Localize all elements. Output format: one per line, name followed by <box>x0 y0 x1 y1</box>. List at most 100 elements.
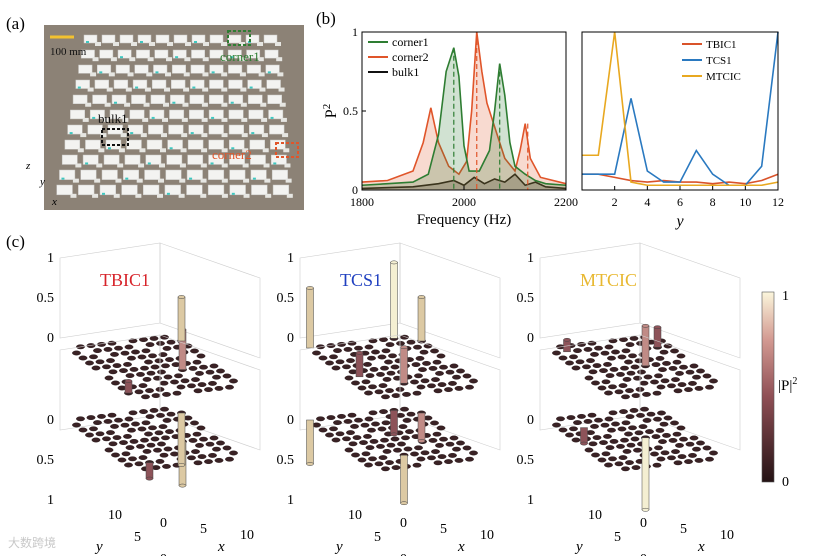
lattice-site <box>191 449 200 454</box>
lattice-site <box>157 369 166 375</box>
z-tick-label: 1 <box>527 493 534 508</box>
mode-profile-chart: 2 4 6 8 10 12 y TBIC1 TCS1 MTCIC <box>581 31 784 230</box>
sensor-marker <box>190 132 194 135</box>
lattice-block <box>129 109 145 120</box>
z-tick-label: 1 <box>527 251 534 266</box>
lattice-site <box>225 456 234 462</box>
lattice-block <box>228 109 244 120</box>
lattice-site <box>93 420 102 425</box>
lattice-connector <box>108 72 115 77</box>
lattice-connector <box>90 72 97 77</box>
bar-cap <box>563 337 571 342</box>
x-tick-label: 2000 <box>452 195 476 209</box>
lattice-site <box>142 448 152 454</box>
lattice-site <box>702 445 712 451</box>
sensor-marker <box>120 56 123 59</box>
lattice-block <box>136 49 150 59</box>
lattice-block <box>109 109 125 120</box>
amplitude-bar <box>355 352 364 378</box>
lattice-block <box>83 34 98 44</box>
lattice-connector <box>221 87 228 92</box>
lattice-site <box>106 430 115 435</box>
lattice-site <box>112 435 122 440</box>
lattice-site <box>141 348 151 354</box>
lattice-site <box>667 455 676 461</box>
lattice-site <box>688 452 697 458</box>
lattice-site <box>354 417 363 423</box>
lattice-site <box>364 416 374 422</box>
bar-cap <box>641 507 650 512</box>
lattice-site <box>675 442 684 448</box>
plot-title: MTCIC <box>580 270 637 290</box>
lattice-connector <box>241 133 248 138</box>
lattice-site <box>121 451 131 457</box>
lattice-block <box>171 79 186 89</box>
lattice-site <box>367 355 376 361</box>
lattice-site <box>412 390 422 396</box>
lattice-connector <box>118 148 125 153</box>
lattice-site <box>452 374 461 380</box>
lattice-site <box>155 458 165 464</box>
lattice-connector <box>94 178 101 183</box>
lattice-site <box>145 342 155 347</box>
lattice-site <box>357 385 367 391</box>
lattice-site <box>469 378 478 384</box>
lattice-site <box>357 457 367 463</box>
sensor-marker <box>251 132 255 135</box>
lattice-site <box>381 348 391 354</box>
y-tick-label: 5 <box>134 530 141 545</box>
lattice-site <box>140 365 149 371</box>
lattice-site <box>396 340 405 346</box>
lattice-site <box>692 374 701 380</box>
lattice-site <box>144 431 153 437</box>
lattice-connector <box>92 193 99 198</box>
lattice-site <box>110 351 119 357</box>
lattice-block <box>89 109 105 120</box>
plot-title: TCS1 <box>340 270 382 290</box>
lattice-site <box>709 450 718 456</box>
lattice-connector <box>257 57 264 62</box>
lattice-site <box>141 420 151 426</box>
lattice-site <box>112 363 122 368</box>
lattice-site <box>630 364 640 370</box>
lattice-site <box>410 451 419 457</box>
lattice-site <box>148 353 157 359</box>
lattice-block <box>271 154 287 165</box>
lattice-connector <box>100 133 107 138</box>
lattice-site <box>410 379 419 385</box>
mode-distribution-grid: 10.50TBIC100.5100551010xy10.50TCS100.510… <box>37 242 797 556</box>
lattice-site <box>415 355 425 361</box>
lattice-connector <box>221 102 228 107</box>
lattice-site <box>618 383 628 388</box>
lattice-site <box>575 359 585 365</box>
lattice-site <box>131 349 140 355</box>
lattice-site <box>156 412 165 418</box>
lattice-connector <box>181 133 188 138</box>
lattice-connector <box>98 148 105 153</box>
corner1-label: corner1 <box>220 49 260 64</box>
lattice-site <box>329 354 338 360</box>
lattice-connector <box>202 87 209 92</box>
lattice-site <box>650 451 659 457</box>
lattice-connector <box>139 148 146 153</box>
lattice-site <box>652 462 662 468</box>
lattice-site <box>137 354 147 360</box>
lattice-site <box>462 373 472 379</box>
z-tick-label: 1 <box>287 251 294 266</box>
panel-label-b: (b) <box>316 9 336 28</box>
lattice-site <box>692 446 701 452</box>
lattice-site <box>588 369 598 375</box>
lattice-site <box>156 340 165 346</box>
x-tick-label: 0 <box>400 516 407 531</box>
lattice-site <box>85 360 94 366</box>
lattice-block <box>113 79 129 89</box>
sensor-marker <box>249 86 253 89</box>
lattice-site <box>656 384 666 390</box>
lattice-site <box>662 432 671 438</box>
lattice-site <box>571 365 581 371</box>
lattice-site <box>111 452 120 458</box>
lattice-site <box>318 427 328 433</box>
lattice-site <box>448 380 457 386</box>
lattice-site <box>660 450 670 456</box>
lattice-site <box>607 355 616 361</box>
